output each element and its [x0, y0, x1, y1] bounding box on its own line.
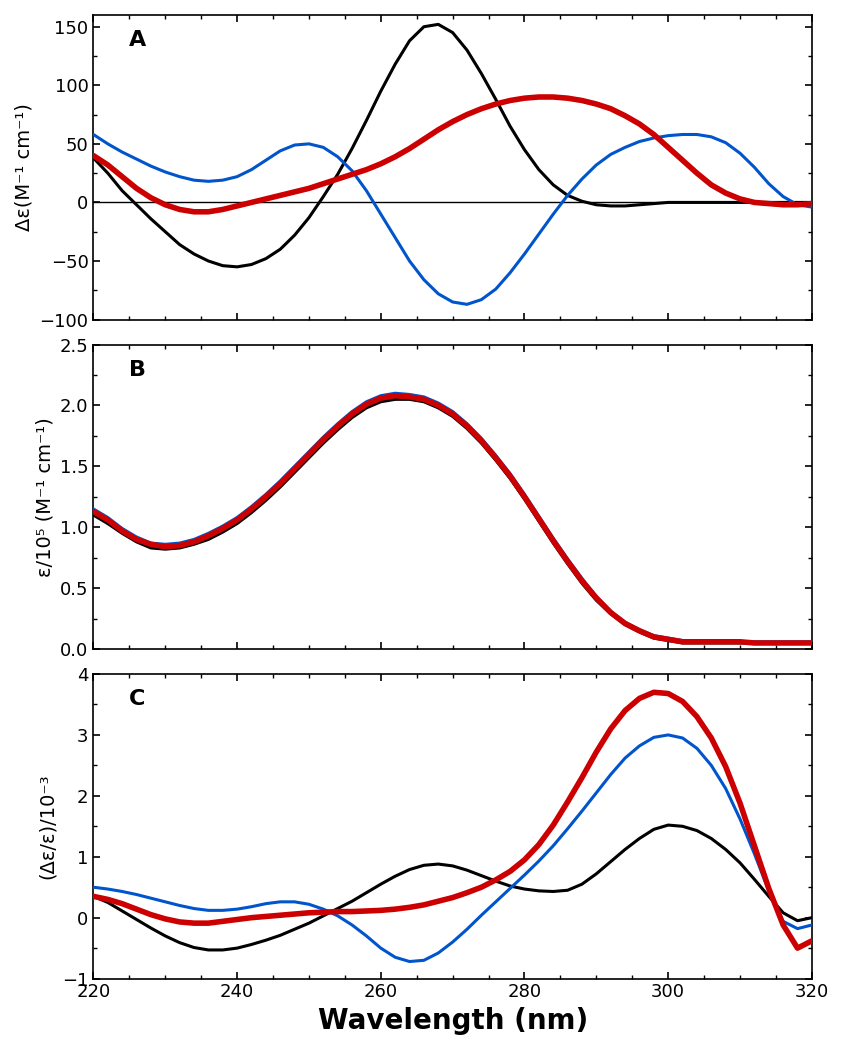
Text: A: A [129, 30, 147, 50]
Y-axis label: Δε(M⁻¹ cm⁻¹): Δε(M⁻¹ cm⁻¹) [15, 103, 34, 231]
Text: B: B [129, 360, 146, 380]
X-axis label: Wavelength (nm): Wavelength (nm) [317, 1007, 587, 1035]
Y-axis label: (Δε/ε)/10⁻³: (Δε/ε)/10⁻³ [37, 774, 57, 879]
Text: C: C [129, 689, 146, 709]
Y-axis label: ε/10⁵ (M⁻¹ cm⁻¹): ε/10⁵ (M⁻¹ cm⁻¹) [35, 417, 54, 576]
